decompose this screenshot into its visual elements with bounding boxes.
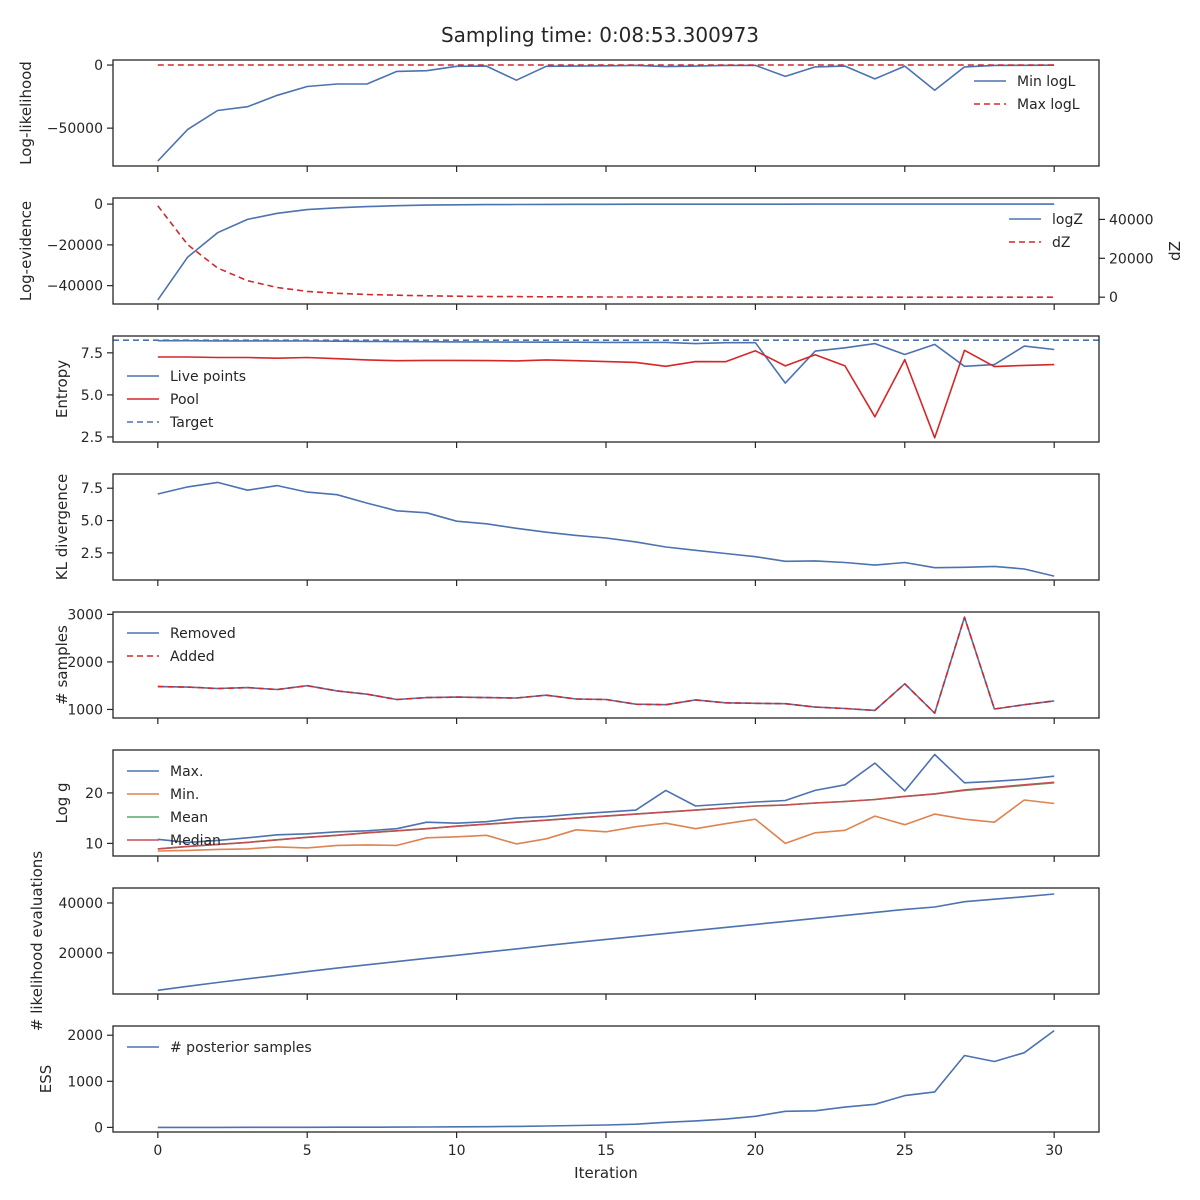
legend: Live points Pool Target (127, 369, 246, 431)
series-line (157, 203, 1055, 301)
y-tick-label: −50000 (47, 121, 103, 137)
legend-label: Live points (170, 369, 246, 385)
panel-6: 20 10 Log g Max. Min. Mean Median (53, 749, 1100, 862)
x-tick-label: 25 (896, 1143, 914, 1159)
series-group (157, 753, 1055, 852)
series-line (157, 893, 1055, 992)
y-axis-label: # likelihood evaluations (28, 851, 46, 1031)
series-line (157, 481, 1055, 577)
y-tick-label: 7.5 (81, 481, 103, 497)
y-tick-label: 2.5 (81, 546, 103, 562)
axes-frame (112, 611, 1100, 719)
x-tick-label: 10 (448, 1143, 466, 1159)
y-tick-label: 1000 (67, 1074, 103, 1090)
x-axis-label: Iteration (574, 1164, 638, 1182)
series-group (113, 339, 1099, 439)
legend: Max. Min. Mean Median (127, 764, 221, 849)
y-right-axis-label: dZ (1166, 241, 1184, 261)
axes-frame (112, 335, 1100, 443)
legend-label: Max. (170, 764, 203, 780)
legend-label: Pool (170, 392, 199, 408)
y-axis-label: Entropy (53, 360, 71, 418)
series-group (157, 64, 1055, 162)
y-tick-label: 0 (94, 58, 103, 74)
legend: Min logL Max logL (974, 74, 1080, 113)
y-tick-label: −20000 (47, 238, 103, 254)
panel-4: 7.5 5.0 2.5 KL divergence (53, 473, 1100, 586)
legend-label: dZ (1052, 235, 1070, 251)
legend-label: Max logL (1017, 97, 1080, 113)
x-tick-label: 20 (746, 1143, 764, 1159)
legend: logZ dZ (1009, 212, 1083, 251)
legend: # posterior samples (127, 1040, 312, 1056)
series-line (157, 1029, 1055, 1129)
y-axis-label: KL divergence (53, 474, 71, 580)
series-line (157, 799, 1055, 852)
y-tick-label: 2000 (67, 1028, 103, 1044)
y-tick-label: 20 (85, 786, 103, 802)
y-tick-label: 10 (85, 836, 103, 852)
y-tick-label: 3000 (67, 607, 103, 623)
panels: 0 −50000 Log-likelihood Min logL Max logL 0 −2… (17, 58, 1184, 1159)
legend-label: # posterior samples (170, 1040, 312, 1056)
y-tick-label: 7.5 (81, 346, 103, 362)
series-line (157, 349, 1055, 439)
series-group (157, 481, 1055, 577)
legend-label: Min logL (1017, 74, 1076, 90)
legend: Removed Added (127, 626, 236, 665)
x-tick-label: 0 (153, 1143, 162, 1159)
y-tick-label: −40000 (47, 279, 103, 295)
series-group (157, 616, 1055, 715)
legend-label: Mean (170, 810, 208, 826)
panel-3: 7.5 5.0 2.5 Entropy Live points Pool Target (53, 335, 1100, 448)
y-right-tick-label: 0 (1109, 290, 1118, 306)
y-axis-label: # samples (53, 625, 71, 705)
y-tick-label: 2000 (67, 655, 103, 671)
legend-label: Added (170, 649, 215, 665)
axes-frame (112, 749, 1100, 857)
series-line (157, 781, 1055, 850)
legend-label: Target (169, 415, 214, 431)
series-line (157, 64, 1055, 162)
y-right-tick-label: 20000 (1109, 251, 1154, 267)
axes-frame (112, 473, 1100, 581)
panel-2: 0 −20000 −40000 40000 20000 0 dZ Log-evidence lo… (17, 197, 1184, 310)
y-axis-label: Log-evidence (17, 201, 35, 301)
legend-label: Median (170, 833, 221, 849)
legend-label: logZ (1052, 212, 1083, 228)
y-tick-label: 5.0 (81, 514, 103, 530)
y-tick-label: 5.0 (81, 388, 103, 404)
y-tick-label: 2.5 (81, 430, 103, 446)
y-axis-label: Log g (53, 782, 71, 823)
series-group (157, 1029, 1055, 1129)
axes-frame (112, 887, 1100, 995)
y-axis-label: ESS (37, 1065, 55, 1094)
y-tick-label: 20000 (58, 946, 103, 962)
y-tick-label: 0 (94, 197, 103, 213)
panel-5: 3000 2000 1000# samples Removed Added (53, 607, 1100, 724)
y-tick-label: 0 (94, 1120, 103, 1136)
legend-label: Min. (170, 787, 199, 803)
panel-8: 0 5 10 15 20 25 30 2000 1000 0 ESS # posterior samp… (37, 1025, 1100, 1159)
panel-7: 40000 20000 # likelihood evaluations (28, 851, 1100, 1031)
y-axis-label: Log-likelihood (17, 61, 35, 165)
series-line (157, 753, 1055, 844)
axes-frame (112, 1025, 1100, 1133)
series-line (157, 616, 1055, 715)
panel-1: 0 −50000 Log-likelihood Min logL Max logL (17, 58, 1100, 172)
x-tick-label: 5 (303, 1143, 312, 1159)
figure-title: Sampling time: 0:08:53.300973 (441, 23, 759, 47)
legend-label: Removed (170, 626, 236, 642)
x-tick-label: 30 (1045, 1143, 1063, 1159)
y-right-tick-label: 40000 (1109, 212, 1154, 228)
x-tick-label: 15 (597, 1143, 615, 1159)
y-tick-label: 40000 (58, 896, 103, 912)
series-line (157, 205, 1055, 299)
series-group (157, 203, 1055, 301)
axes-frame (112, 197, 1100, 305)
axes-frame (112, 59, 1100, 167)
series-group (157, 893, 1055, 992)
y-tick-label: 1000 (67, 702, 103, 718)
